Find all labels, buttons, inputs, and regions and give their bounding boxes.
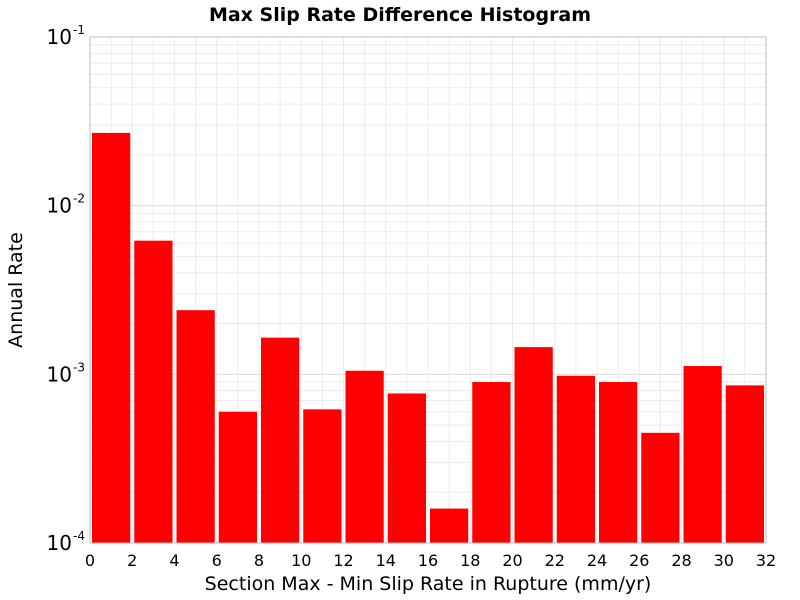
x-tick-label: 24 (587, 551, 607, 570)
bar (345, 370, 384, 543)
x-tick-label: 22 (545, 551, 565, 570)
x-tick-label: 2 (127, 551, 137, 570)
bar (472, 382, 511, 543)
y-tick-label: 10 (47, 362, 72, 386)
bar (641, 432, 680, 543)
bar (218, 411, 257, 543)
y-tick-label: 10 (47, 25, 72, 49)
x-tick-label: 20 (502, 551, 522, 570)
x-axis-label: Section Max - Min Slip Rate in Rupture (… (205, 573, 652, 595)
x-tick-label: 4 (169, 551, 179, 570)
x-tick-label: 18 (460, 551, 480, 570)
x-tick-label: 14 (376, 551, 396, 570)
y-tick-exponent: -1 (73, 23, 85, 37)
bars-group (92, 132, 764, 543)
y-tick-exponent: -4 (73, 529, 85, 543)
plot-frame (89, 36, 767, 544)
x-axis: 0 2 4 6 8 10 12 14 16 18 20 22 24 26 28 30 32 (85, 551, 776, 570)
bar (303, 409, 342, 543)
x-tick-label: 16 (418, 551, 438, 570)
y-tick-exponent: -2 (73, 192, 85, 206)
x-tick-label: 30 (714, 551, 734, 570)
bar (683, 366, 722, 543)
y-tick-label: 10 (47, 531, 72, 555)
bar (725, 385, 764, 543)
bar (134, 240, 173, 543)
bar (556, 375, 595, 543)
y-axis-label: Annual Rate (5, 232, 27, 348)
x-tick-label: 12 (333, 551, 353, 570)
x-tick-label: 10 (291, 551, 311, 570)
bar (387, 393, 426, 543)
x-tick-label: 26 (629, 551, 649, 570)
y-tick-label: 10 (47, 194, 72, 218)
x-tick-label: 28 (671, 551, 691, 570)
bar (514, 347, 553, 543)
bar (261, 337, 300, 543)
bar (599, 382, 638, 543)
y-axis: 10-110-210-310-4 (47, 23, 85, 555)
x-tick-label: 0 (85, 551, 95, 570)
bar (92, 132, 131, 543)
bar (430, 508, 469, 543)
bar (176, 310, 215, 543)
x-tick-label: 8 (254, 551, 264, 570)
x-tick-label: 6 (212, 551, 222, 570)
x-tick-label: 32 (756, 551, 776, 570)
chart-title: Max Slip Rate Difference Histogram (209, 4, 591, 26)
y-tick-exponent: -3 (73, 360, 85, 374)
